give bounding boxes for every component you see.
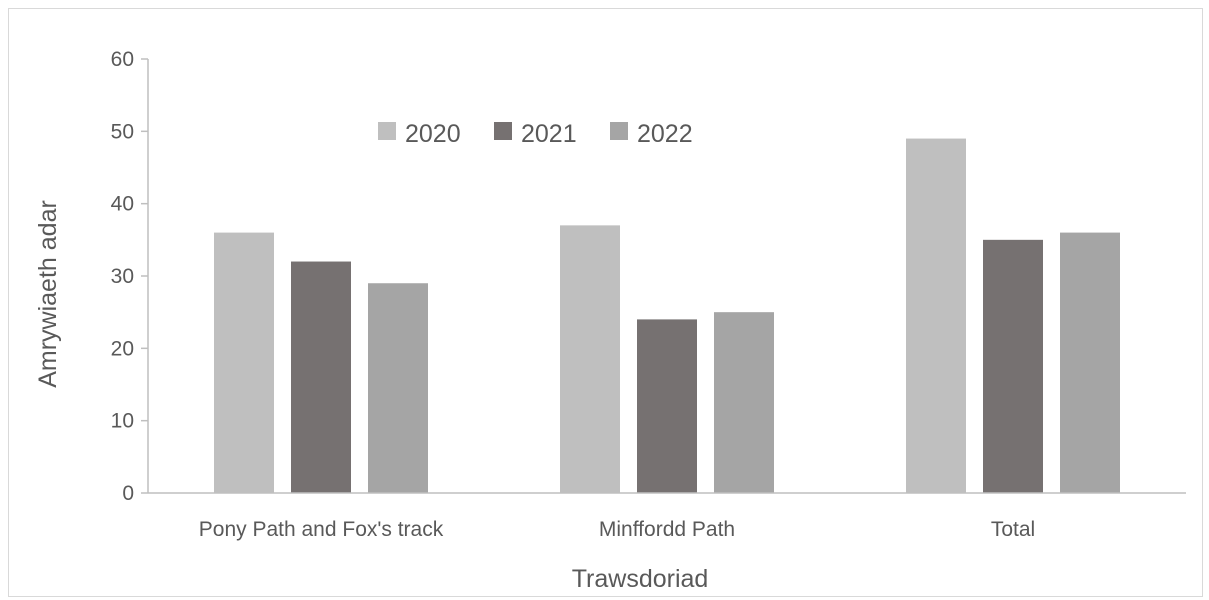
x-category-label: Minffordd Path — [599, 518, 735, 541]
y-axis-ticks: 0 10 20 30 40 50 60 — [111, 48, 148, 505]
bars — [214, 138, 1120, 494]
legend-label-2021: 2021 — [521, 120, 577, 148]
legend: 2020 2021 2022 — [378, 120, 693, 148]
legend-label-2022: 2022 — [637, 120, 693, 148]
x-axis-labels: Pony Path and Fox's track Minffordd Path T… — [199, 518, 1035, 541]
legend-swatch-2021 — [494, 122, 512, 140]
legend-swatch-2020 — [378, 122, 396, 140]
bar-2021-3 — [983, 239, 1043, 493]
y-tick-label: 50 — [111, 120, 134, 143]
y-tick-label: 20 — [111, 337, 134, 360]
bar-2021-1 — [291, 261, 351, 493]
bar-2022-2 — [714, 312, 774, 493]
legend-label-2020: 2020 — [405, 120, 461, 148]
x-axis-title: Trawsdoriad — [572, 565, 709, 593]
bar-2020-3 — [906, 138, 966, 494]
bar-2020-2 — [560, 225, 620, 493]
y-tick-label: 60 — [111, 48, 134, 71]
x-category-label: Total — [991, 518, 1035, 541]
bar-2022-3 — [1060, 232, 1120, 493]
legend-swatch-2022 — [610, 122, 628, 140]
y-tick-label: 40 — [111, 193, 134, 216]
x-category-label: Pony Path and Fox's track — [199, 518, 444, 541]
bar-2022-1 — [368, 283, 428, 493]
y-tick-label: 0 — [122, 482, 134, 505]
bar-2021-2 — [637, 319, 697, 493]
y-axis-title: Amrywiaeth adar — [34, 200, 62, 388]
y-tick-label: 10 — [111, 410, 134, 433]
y-tick-label: 30 — [111, 265, 134, 288]
bar-2020-1 — [214, 232, 274, 493]
